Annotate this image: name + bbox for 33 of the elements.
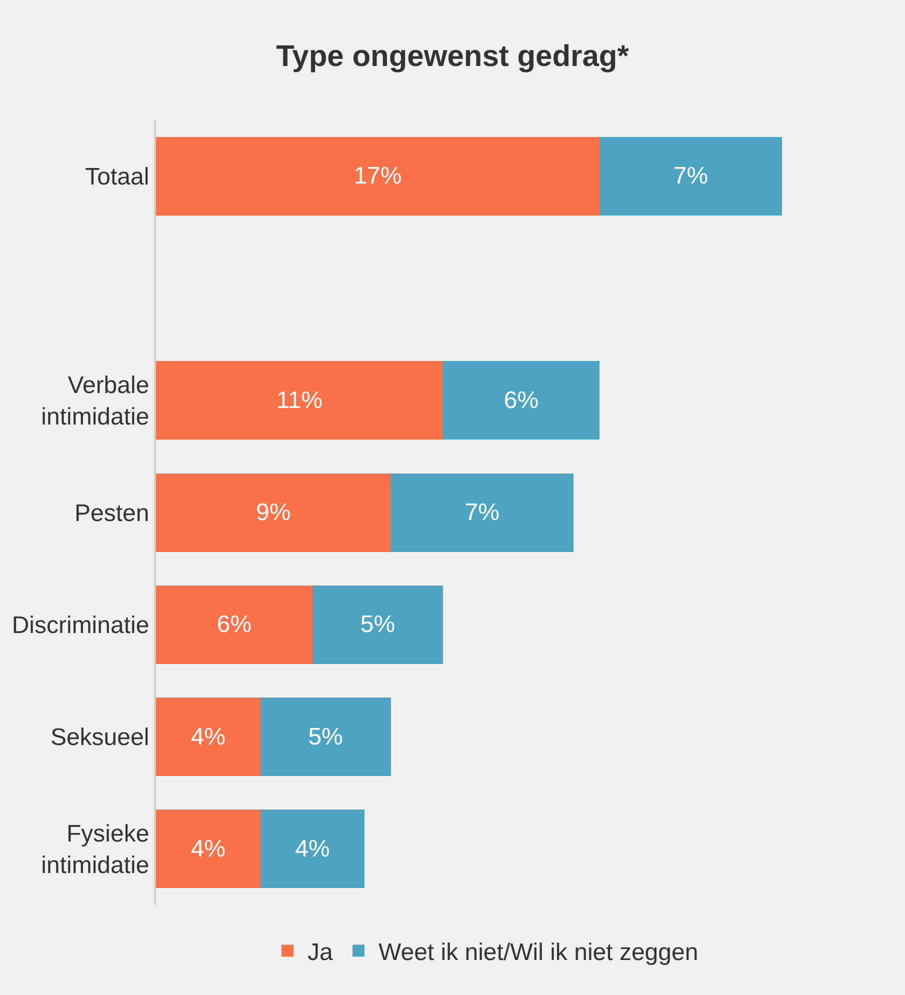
bar (156, 585, 313, 664)
legend-label: Weet ik niet/Wil ik niet zeggen (378, 939, 698, 966)
bar (260, 698, 391, 776)
data-label: 9% (256, 499, 291, 526)
y-tick-label: Pesten (74, 500, 150, 527)
bar (156, 136, 600, 216)
chart-title: Type ongewenst gedrag* (276, 40, 630, 73)
data-label: 5% (360, 611, 396, 638)
data-label: 6% (216, 611, 252, 638)
data-label: 11% (276, 386, 323, 414)
y-tick-label: Fysieke intimidatie (41, 820, 150, 879)
data-label: 4% (190, 835, 226, 862)
bar (260, 810, 365, 888)
bar (390, 473, 574, 552)
y-tick-label: Verbale intimidatie (41, 372, 150, 430)
data-label: 7% (464, 499, 500, 526)
data-label: 6% (504, 386, 539, 414)
bar (156, 473, 391, 552)
data-label: 5% (308, 723, 343, 750)
bar (156, 810, 260, 888)
bar (312, 585, 443, 664)
data-label: 17% (354, 162, 402, 190)
bar (156, 361, 443, 440)
legend-label: Ja (308, 939, 334, 966)
bar (599, 136, 782, 216)
y-tick-label: Seksueel (50, 724, 150, 752)
y-tick-label: Totaal (85, 163, 150, 190)
data-label: 4% (190, 723, 226, 750)
bar (156, 698, 260, 776)
data-label: 4% (295, 835, 330, 862)
y-tick-label: Discriminatie (12, 612, 150, 640)
data-label: 7% (673, 162, 708, 190)
bar (442, 361, 600, 440)
